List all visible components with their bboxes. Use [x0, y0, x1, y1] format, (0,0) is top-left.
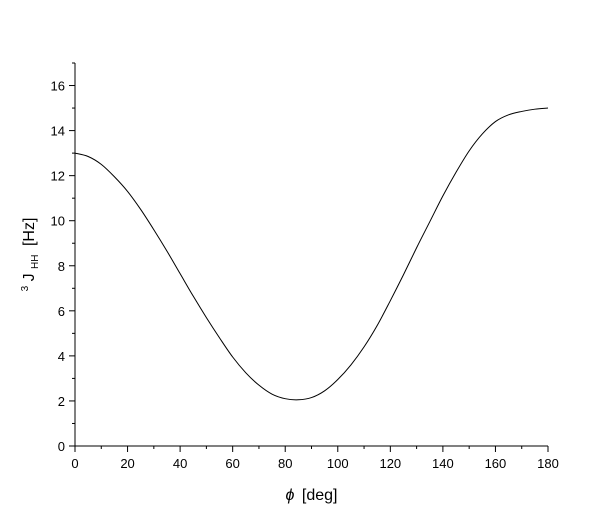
y-tick-label: 6 — [58, 304, 65, 319]
x-tick-label: 100 — [327, 456, 349, 471]
y-tick-label: 16 — [51, 79, 65, 94]
x-tick-label: 0 — [71, 456, 78, 471]
coupling-curve — [74, 107, 549, 401]
x-tick-label: 40 — [173, 456, 187, 471]
y-axis-label: 3 J HH [Hz] — [15, 218, 42, 292]
x-axis-symbol: ϕ — [286, 487, 295, 504]
y-axis-subscript: HH — [30, 254, 41, 268]
plot-area — [74, 107, 549, 401]
x-tick-label: 180 — [537, 456, 559, 471]
x-tick-label: 120 — [379, 456, 401, 471]
x-axis-unit: [deg] — [302, 487, 338, 504]
y-tick-label: 8 — [58, 259, 65, 274]
y-tick-label: 12 — [51, 169, 65, 184]
x-tick-label: 80 — [278, 456, 292, 471]
x-axis-label: ϕ [deg] — [286, 487, 338, 504]
x-tick-label: 20 — [120, 456, 134, 471]
y-tick-label: 2 — [58, 394, 65, 409]
x-tick-label: 60 — [225, 456, 239, 471]
y-axis-unit: [Hz] — [21, 218, 38, 246]
y-tick-label: 10 — [51, 214, 65, 229]
y-tick-label: 4 — [58, 349, 65, 364]
y-tick-label: 0 — [58, 439, 65, 454]
y-axis-main: J — [21, 273, 38, 281]
x-axis-ticks: 0 20 40 60 80 100 120 140 160 180 — [71, 446, 559, 471]
y-tick-label: 14 — [51, 124, 65, 139]
x-tick-label: 140 — [432, 456, 454, 471]
x-tick-label: 160 — [485, 456, 507, 471]
y-axis-superscript: 3 — [20, 285, 31, 291]
y-axis-ticks: 0 2 4 6 8 10 12 14 16 — [51, 62, 75, 454]
